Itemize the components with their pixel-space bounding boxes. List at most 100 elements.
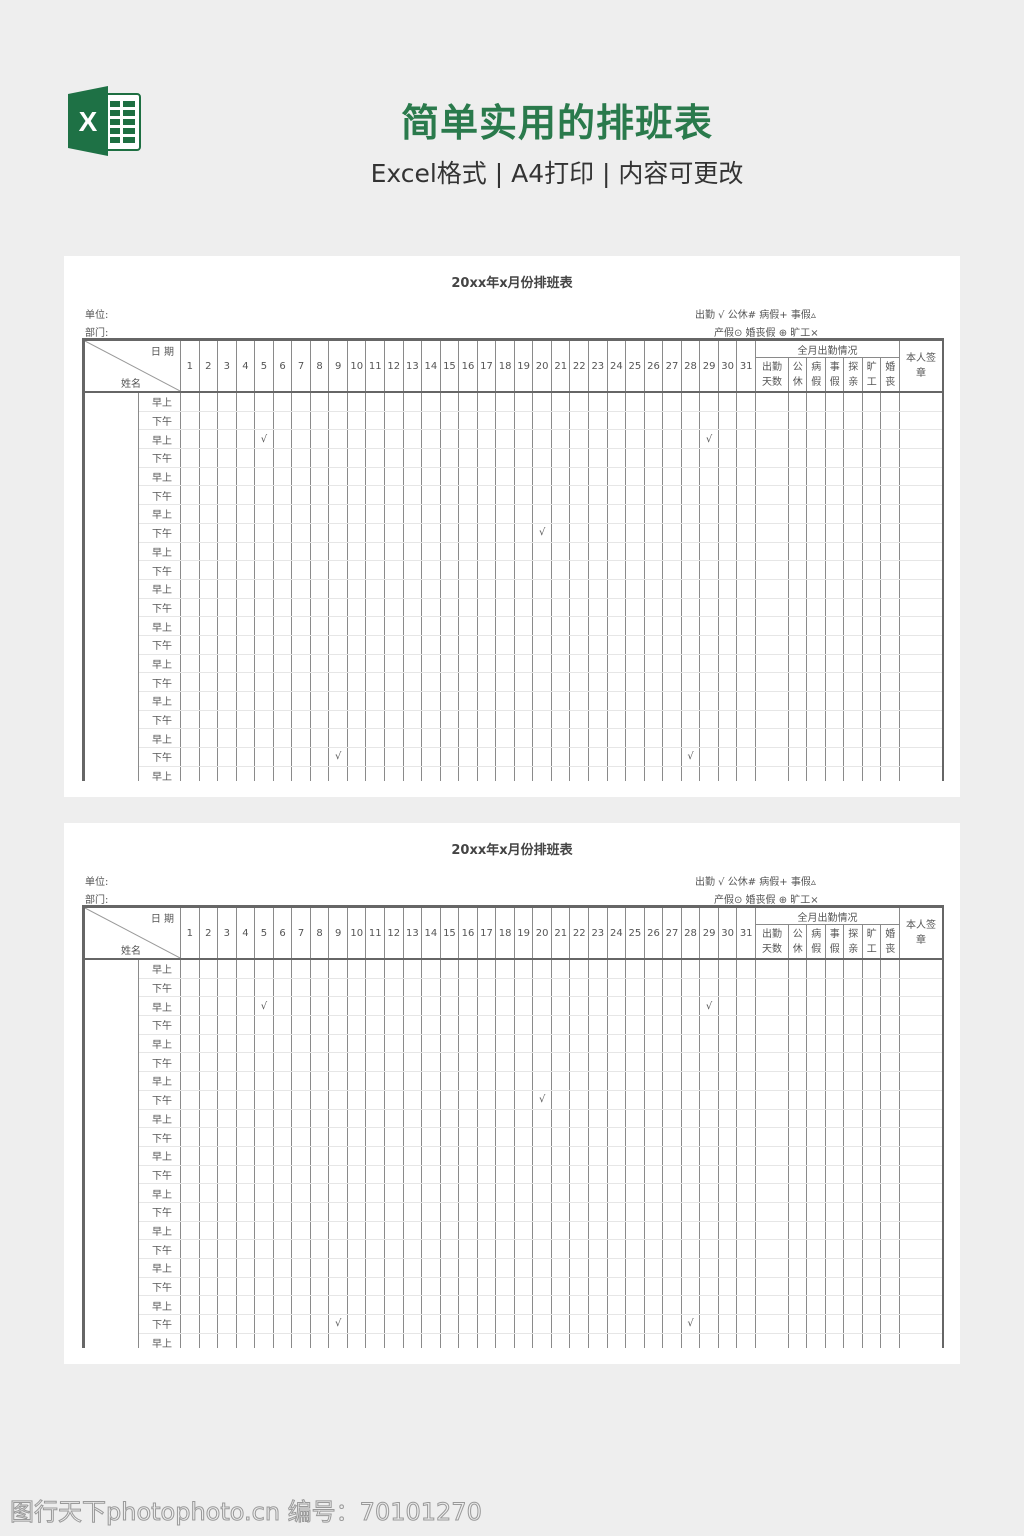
summary-cell[interactable] [843,1220,863,1241]
attendance-cell[interactable] [550,448,571,468]
attendance-cell[interactable] [384,691,404,711]
attendance-cell[interactable] [180,1052,200,1073]
attendance-cell[interactable] [625,560,645,580]
attendance-cell[interactable] [328,1220,348,1241]
attendance-cell[interactable] [439,709,460,730]
attendance-cell[interactable] [346,541,367,562]
attendance-cell[interactable] [328,1033,348,1054]
attendance-cell[interactable] [235,691,256,711]
attendance-cell[interactable] [717,1089,738,1110]
attendance-cell[interactable] [235,996,256,1017]
attendance-cell[interactable] [346,1314,367,1334]
attendance-cell[interactable] [662,1052,682,1073]
attendance-cell[interactable] [235,429,256,450]
attendance-cell[interactable] [662,1183,682,1203]
attendance-cell[interactable] [365,1314,386,1334]
attendance-cell[interactable] [736,1108,756,1129]
attendance-cell[interactable] [513,560,534,580]
attendance-cell[interactable] [235,560,256,580]
attendance-cell[interactable] [365,1033,386,1054]
attendance-cell[interactable] [402,410,423,431]
attendance-cell[interactable] [662,1258,682,1278]
attendance-cell[interactable] [291,1295,311,1316]
summary-cell[interactable] [824,653,845,674]
attendance-cell[interactable] [421,1164,441,1185]
attendance-cell[interactable] [198,1314,219,1334]
attendance-cell[interactable] [717,996,738,1017]
attendance-cell[interactable] [291,410,311,431]
attendance-cell[interactable] [365,616,386,636]
attendance-cell[interactable] [495,1145,515,1166]
attendance-cell[interactable] [495,977,515,998]
summary-cell[interactable] [880,1015,901,1035]
attendance-cell[interactable] [606,1220,627,1241]
attendance-cell[interactable] [513,616,534,636]
attendance-cell[interactable] [291,448,311,468]
attendance-cell[interactable] [180,1033,200,1054]
attendance-cell[interactable] [439,485,460,506]
signature-cell[interactable] [899,1332,944,1348]
summary-cell[interactable] [861,747,882,767]
attendance-cell[interactable] [513,765,534,781]
summary-cell[interactable] [754,1276,789,1297]
attendance-cell[interactable] [439,560,460,580]
summary-cell[interactable] [806,1258,826,1278]
attendance-cell[interactable] [699,728,719,749]
attendance-cell[interactable] [625,1276,645,1297]
summary-cell[interactable] [861,410,882,431]
attendance-cell[interactable] [532,1295,552,1316]
attendance-cell[interactable] [402,429,423,450]
summary-cell[interactable] [843,977,863,998]
attendance-cell[interactable] [736,672,756,692]
attendance-cell[interactable] [532,410,552,431]
attendance-cell[interactable] [421,429,441,450]
attendance-cell[interactable] [588,391,608,412]
attendance-cell[interactable] [328,1015,348,1035]
attendance-cell[interactable] [439,466,460,487]
attendance-cell[interactable] [402,709,423,730]
attendance-cell[interactable] [717,578,738,599]
attendance-cell[interactable] [458,765,478,781]
attendance-cell[interactable] [550,429,571,450]
attendance-cell[interactable] [513,1089,534,1110]
attendance-cell[interactable] [532,977,552,998]
attendance-cell[interactable] [272,466,293,487]
summary-cell[interactable] [787,1183,808,1203]
attendance-cell[interactable] [625,1220,645,1241]
summary-cell[interactable] [880,1164,901,1185]
summary-cell[interactable] [843,1145,863,1166]
attendance-cell[interactable] [662,653,682,674]
attendance-cell[interactable] [625,634,645,655]
attendance-cell[interactable] [662,1201,682,1222]
attendance-cell[interactable] [606,485,627,506]
summary-cell[interactable] [861,1052,882,1073]
attendance-cell[interactable] [606,391,627,412]
attendance-cell[interactable] [569,391,590,412]
attendance-cell[interactable] [662,691,682,711]
attendance-cell[interactable] [384,672,404,692]
attendance-cell[interactable] [402,653,423,674]
summary-cell[interactable] [880,448,901,468]
attendance-cell[interactable] [569,1033,590,1054]
attendance-cell[interactable] [439,597,460,618]
signature-cell[interactable] [899,1033,944,1054]
summary-cell[interactable] [806,996,826,1017]
attendance-cell[interactable] [235,1201,256,1222]
summary-cell[interactable] [806,1033,826,1054]
attendance-cell[interactable] [643,1164,664,1185]
attendance-cell[interactable] [402,1183,423,1203]
attendance-cell[interactable] [421,747,441,767]
summary-cell[interactable] [880,1239,901,1259]
attendance-cell[interactable] [272,747,293,767]
attendance-cell[interactable] [495,1033,515,1054]
attendance-cell[interactable] [532,1201,552,1222]
attendance-cell[interactable] [421,958,441,979]
summary-cell[interactable] [754,1015,789,1035]
attendance-cell[interactable] [736,1164,756,1185]
attendance-cell[interactable] [458,504,478,524]
signature-cell[interactable] [899,616,944,636]
attendance-cell[interactable] [588,616,608,636]
summary-cell[interactable] [806,709,826,730]
attendance-cell[interactable] [235,1071,256,1091]
attendance-cell[interactable] [346,448,367,468]
